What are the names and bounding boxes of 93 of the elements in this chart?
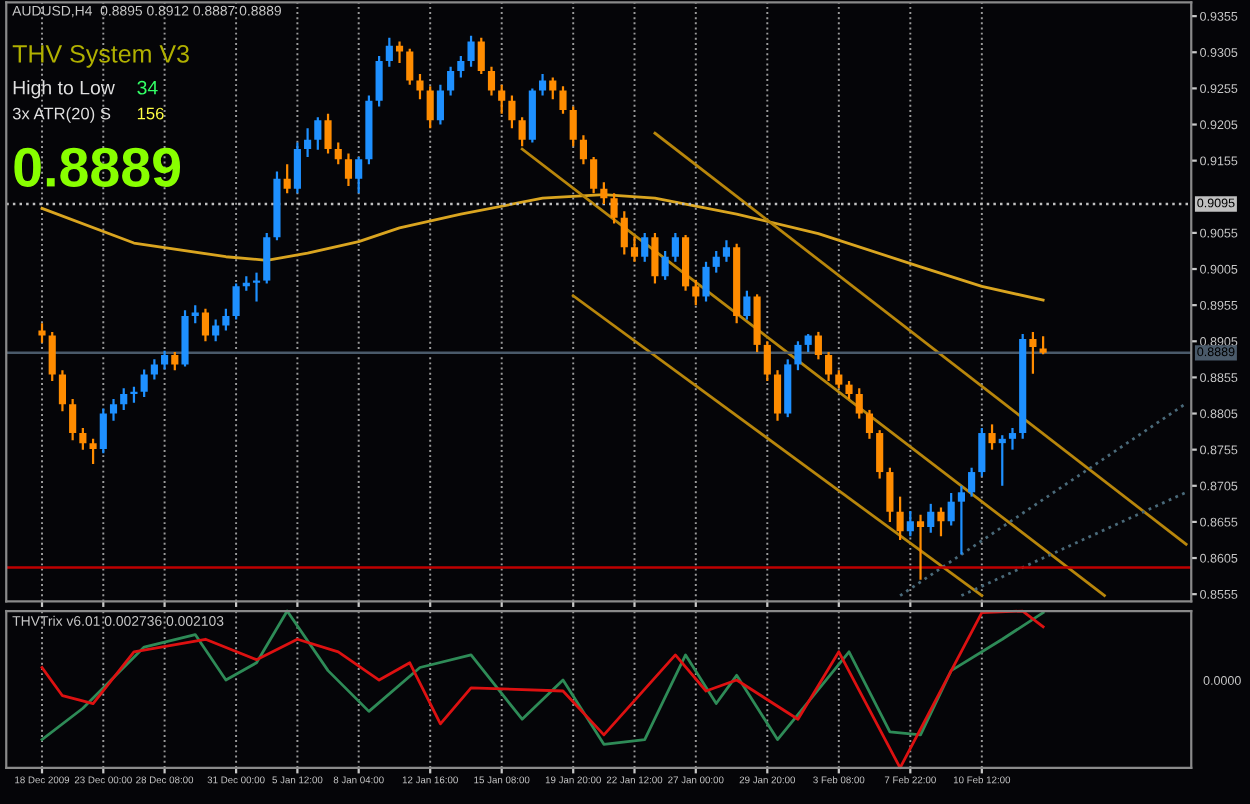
candlestick [457, 54, 465, 79]
candlestick [58, 369, 67, 413]
candlestick [579, 134, 587, 166]
candlestick [89, 437, 97, 466]
candlestick [794, 340, 802, 372]
candlestick [937, 506, 945, 538]
candlestick [825, 351, 833, 383]
candlestick [161, 349, 169, 371]
candlestick [538, 72, 547, 97]
candlestick [692, 278, 700, 307]
candlestick [763, 340, 771, 383]
candlestick [222, 307, 230, 332]
candlestick [855, 387, 863, 420]
annotation: High to Low [13, 80, 115, 99]
annotation: 34 [137, 80, 158, 95]
candlestick [1039, 335, 1047, 356]
candlestick [416, 72, 424, 101]
candlestick [722, 239, 731, 263]
candlestick [518, 116, 526, 148]
candlestick [804, 332, 812, 354]
candlestick [1008, 426, 1017, 451]
annotation: 156 [137, 107, 164, 120]
candlestick [150, 358, 158, 381]
candlestick [590, 155, 598, 195]
candlestick [498, 83, 506, 115]
candlestick [191, 304, 199, 325]
candlestick [835, 369, 843, 390]
candlestick [1029, 330, 1037, 375]
candlestick [671, 231, 679, 263]
candlestick [630, 235, 639, 263]
candlestick [600, 181, 608, 206]
candlestick [69, 397, 77, 442]
candlestick [988, 423, 996, 451]
candlestick [620, 210, 628, 256]
candlestick [334, 141, 342, 166]
candlestick [212, 318, 220, 343]
candlestick [906, 509, 914, 538]
candlestick [355, 155, 363, 195]
candlestick [661, 249, 669, 281]
candlestick [651, 231, 659, 285]
candlestick [559, 85, 567, 115]
candlestick [79, 426, 87, 451]
candlestick [293, 141, 301, 195]
candlestick [641, 231, 649, 263]
candlestick [845, 379, 853, 401]
candlestick [426, 85, 434, 130]
annotation: THV System V3 [12, 45, 189, 68]
candlestick [385, 36, 393, 68]
candlestick [263, 231, 271, 285]
candlestick [865, 408, 874, 440]
candlestick [702, 260, 710, 303]
candlestick [876, 429, 884, 480]
candlestick [99, 407, 107, 455]
candlestick [549, 76, 557, 101]
candlestick [120, 387, 128, 412]
candlestick [304, 127, 312, 159]
candlestick [406, 47, 414, 86]
candlestick [927, 502, 935, 534]
candlestick [487, 65, 496, 97]
candlestick [283, 163, 291, 195]
candlestick [998, 434, 1006, 487]
candlestick [467, 34, 475, 68]
candlestick [886, 466, 894, 524]
candlestick [375, 54, 383, 108]
annotation: 3x ATR(20) S [12, 107, 111, 123]
candlestick [395, 40, 404, 65]
candlestick [109, 397, 118, 422]
candlestick [447, 65, 455, 97]
candlestick [48, 330, 56, 383]
candlestick [477, 36, 485, 76]
candlestick [916, 513, 925, 581]
candlestick [324, 112, 332, 155]
candlestick [344, 152, 353, 188]
candlestick [171, 351, 179, 372]
candlestick [743, 289, 751, 321]
candlestick [610, 192, 618, 225]
candlestick [201, 307, 210, 343]
candlestick [896, 495, 904, 542]
candlestick [508, 94, 516, 130]
candlestick [978, 426, 986, 478]
candlestick [947, 491, 955, 527]
candlestick [814, 330, 822, 361]
candlestick [314, 116, 322, 151]
candlestick [232, 282, 240, 321]
candlestick [436, 83, 444, 126]
candlestick [957, 484, 965, 556]
candlestick [140, 368, 148, 399]
candlestick [968, 466, 976, 498]
candlestick [569, 105, 577, 148]
candlestick [712, 249, 720, 274]
annotation: 0.8889 [14, 147, 181, 187]
candlestick [773, 369, 782, 422]
candlestick [38, 322, 46, 344]
